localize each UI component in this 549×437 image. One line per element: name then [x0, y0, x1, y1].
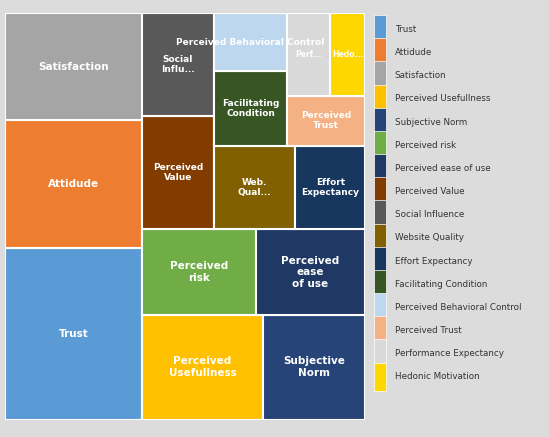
- Bar: [374, 293, 386, 322]
- Bar: [5, 13, 142, 120]
- Text: Perceived
Usefullness: Perceived Usefullness: [169, 357, 236, 378]
- Text: Hedonic Motivation: Hedonic Motivation: [395, 372, 479, 382]
- Text: Facilitating Condition: Facilitating Condition: [395, 280, 487, 289]
- Text: Web.
Qual...: Web. Qual...: [238, 178, 271, 197]
- Bar: [330, 13, 365, 96]
- Text: Performance Expectancy: Performance Expectancy: [395, 349, 503, 358]
- Bar: [374, 38, 386, 67]
- Text: Perceived
Trust: Perceived Trust: [301, 111, 351, 130]
- Text: Perf...: Perf...: [295, 50, 322, 59]
- Text: Perceived Value: Perceived Value: [395, 187, 464, 196]
- Bar: [374, 316, 386, 345]
- Bar: [374, 15, 386, 44]
- Text: Facilitating
Condition: Facilitating Condition: [222, 99, 279, 118]
- Bar: [214, 72, 287, 146]
- Bar: [214, 146, 295, 229]
- Bar: [287, 96, 365, 146]
- Text: Perceived risk: Perceived risk: [395, 141, 456, 150]
- Bar: [374, 270, 386, 298]
- Bar: [5, 120, 142, 248]
- Text: Satisfaction: Satisfaction: [38, 62, 109, 72]
- Bar: [287, 13, 330, 96]
- Bar: [142, 13, 214, 116]
- Bar: [374, 177, 386, 206]
- Text: Trust: Trust: [59, 329, 88, 339]
- Bar: [374, 131, 386, 160]
- Text: Effort Expectancy: Effort Expectancy: [395, 257, 472, 266]
- Text: Trust: Trust: [395, 25, 416, 34]
- Text: Perceived ease of use: Perceived ease of use: [395, 164, 490, 173]
- Bar: [374, 363, 386, 391]
- Bar: [374, 154, 386, 183]
- Bar: [214, 13, 287, 72]
- Text: Hedo...: Hedo...: [332, 50, 363, 59]
- Bar: [374, 85, 386, 113]
- Text: Social Influence: Social Influence: [395, 210, 464, 219]
- Text: Perceived Trust: Perceived Trust: [395, 326, 461, 335]
- Text: Attidude: Attidude: [48, 179, 99, 189]
- Bar: [374, 108, 386, 136]
- Text: Perceived
ease
of use: Perceived ease of use: [281, 256, 340, 289]
- Bar: [374, 224, 386, 252]
- Text: Perceived
Value: Perceived Value: [153, 163, 203, 182]
- Bar: [374, 247, 386, 275]
- Text: Social
Influ...: Social Influ...: [161, 55, 195, 74]
- Text: Subjective Norm: Subjective Norm: [395, 118, 467, 127]
- Text: Satisfaction: Satisfaction: [395, 71, 446, 80]
- Bar: [256, 229, 365, 315]
- Bar: [263, 315, 365, 420]
- Text: Attidude: Attidude: [395, 48, 432, 57]
- Bar: [142, 229, 256, 315]
- Text: Subjective
Norm: Subjective Norm: [283, 357, 345, 378]
- Bar: [374, 62, 386, 90]
- Text: Perceived Behavioral Control: Perceived Behavioral Control: [395, 303, 522, 312]
- Text: Website Quality: Website Quality: [395, 233, 464, 243]
- Bar: [374, 201, 386, 229]
- Text: Effort
Expectancy: Effort Expectancy: [301, 178, 359, 197]
- Bar: [142, 315, 263, 420]
- Bar: [142, 116, 214, 229]
- Text: Perceived Usefullness: Perceived Usefullness: [395, 94, 490, 104]
- Text: Perceived Behavioral Control: Perceived Behavioral Control: [176, 38, 325, 47]
- Text: Perceived
risk: Perceived risk: [170, 261, 228, 283]
- Bar: [295, 146, 365, 229]
- Bar: [5, 248, 142, 420]
- Bar: [374, 340, 386, 368]
